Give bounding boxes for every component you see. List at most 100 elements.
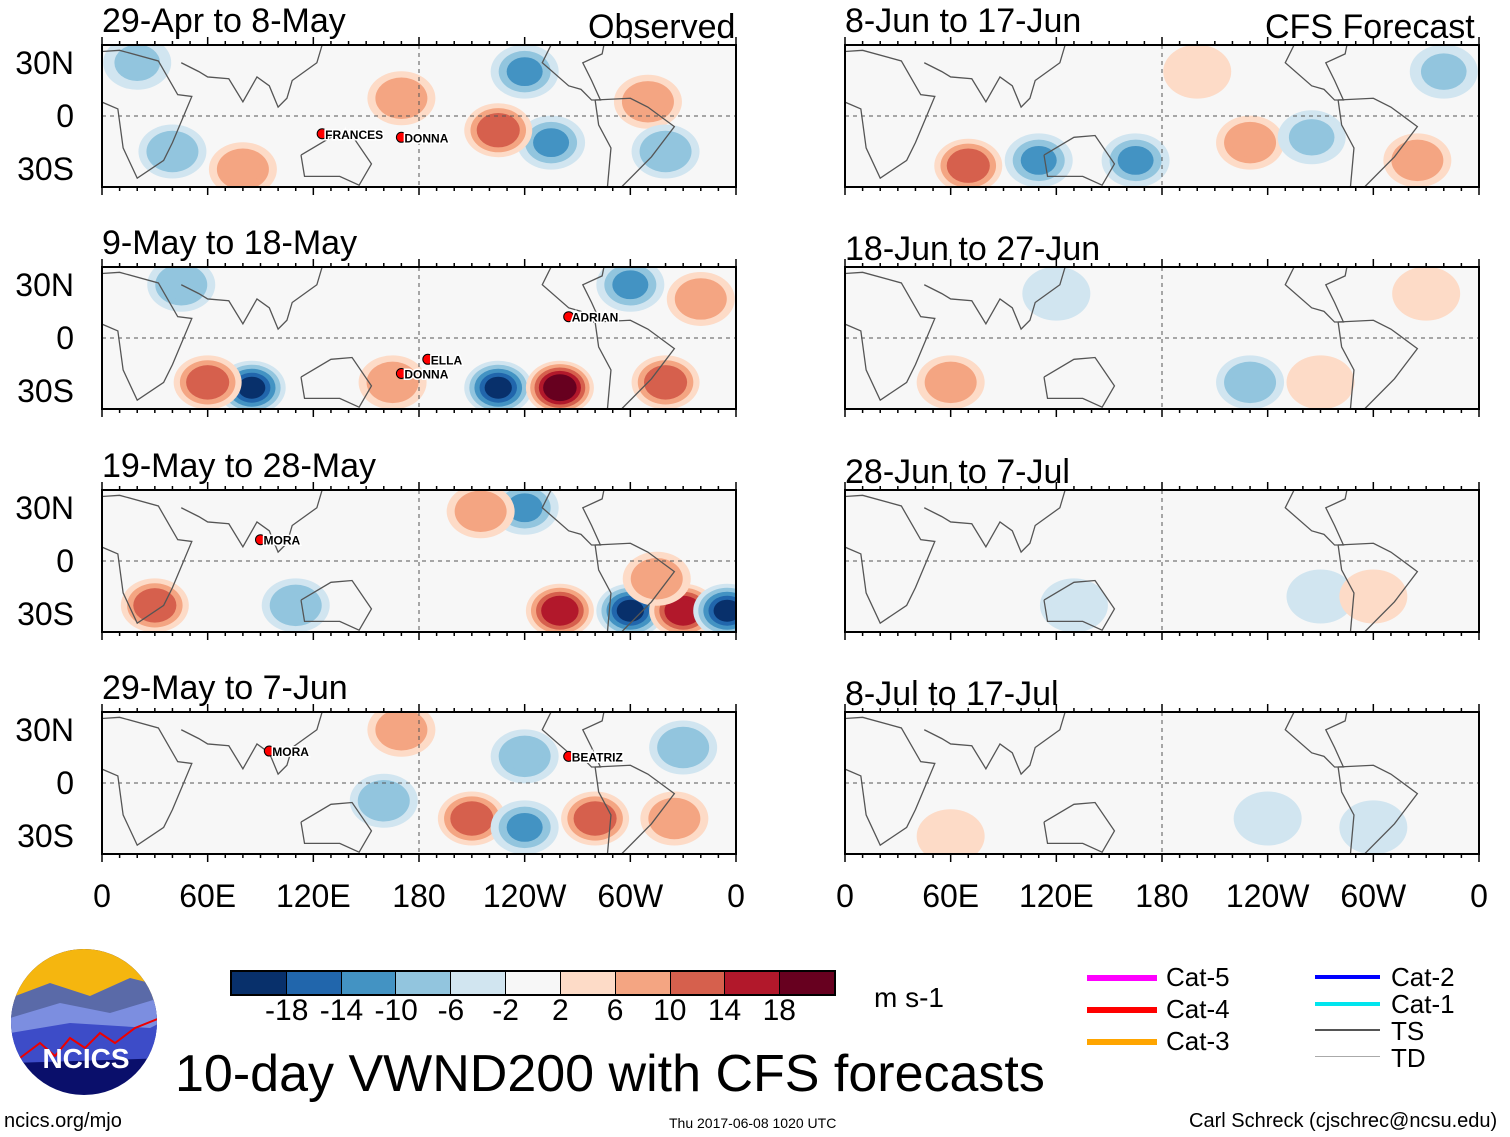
lat-tick-label: 0 [56, 543, 74, 579]
anomaly-contour [665, 733, 702, 762]
coastline [102, 49, 193, 180]
coastline [300, 579, 373, 632]
anomaly-contour [192, 370, 224, 395]
anomaly-contour [506, 812, 543, 842]
lat-tick-label: 0 [56, 98, 74, 134]
colorbar-swatch [724, 972, 780, 994]
colorbar-label: 18 [762, 994, 796, 1027]
lon-tick-label: 120W [1225, 878, 1310, 914]
map-panel: MORA [101, 482, 737, 640]
coastline [594, 97, 676, 187]
map-panel [844, 37, 1480, 195]
coastline [180, 490, 323, 554]
colorbar-swatch [340, 972, 396, 994]
colorbar-swatch [450, 972, 506, 994]
coastline [1337, 97, 1419, 187]
coastline [923, 267, 1066, 331]
anomaly-contour [506, 57, 543, 87]
panel-title: 28-Jun to 7-Jul [845, 453, 1070, 491]
anomaly-contour [932, 367, 969, 397]
anomaly-contour [484, 376, 512, 399]
anomaly-contour [1033, 275, 1080, 312]
coastline [845, 49, 936, 180]
storm-track-marker [263, 745, 275, 757]
anomaly-contour [114, 45, 161, 81]
coastline [1337, 542, 1419, 632]
timestamp: Thu 2017-06-08 1020 UTC [669, 1115, 837, 1131]
colorbar-swatch [232, 972, 286, 994]
coastline [1043, 579, 1116, 632]
coastline [1043, 134, 1116, 187]
anomaly-contour [506, 741, 543, 771]
colorbar-label: -2 [492, 994, 519, 1027]
lat-tick-label: 30N [15, 489, 74, 526]
colorbar-label: -14 [319, 994, 364, 1027]
panel-title: 18-Jun to 27-Jun [845, 230, 1101, 268]
anomaly-contour [656, 804, 693, 833]
anomaly-contour [579, 806, 611, 831]
anomaly-contour [1399, 145, 1436, 175]
lon-tick-label: 0 [1470, 878, 1488, 914]
lat-tick-label: 0 [56, 320, 74, 356]
anomaly-contour [547, 377, 573, 398]
coastline [1043, 356, 1116, 409]
coastline [845, 716, 936, 847]
coastline [923, 712, 1066, 776]
lon-tick-label: 60E [922, 878, 980, 914]
anomaly-contour [1288, 119, 1335, 156]
anomaly-contour [713, 599, 736, 622]
anomaly-contour [506, 493, 543, 523]
coastline [300, 801, 373, 854]
anomaly-contour [1244, 800, 1291, 837]
storm-track-marker [563, 750, 575, 762]
storm-name: BEATRIZ [572, 750, 623, 764]
storm-name: ELLA [431, 353, 463, 367]
coastline [1284, 267, 1348, 323]
coastline [300, 134, 373, 187]
coastline [845, 494, 936, 625]
colorbar-label: -10 [374, 994, 418, 1027]
lon-tick-label: 120W [482, 878, 567, 914]
anomaly-contour [1117, 145, 1154, 175]
coastline [541, 267, 605, 323]
lon-tick-label: 0 [93, 878, 111, 914]
lon-tick-label: 120E [1018, 878, 1094, 914]
coastline [300, 356, 373, 409]
lat-tick-label: 30S [17, 596, 74, 633]
lon-tick-label: 0 [836, 878, 854, 914]
storm-track-marker [422, 353, 434, 365]
lat-tick-label: 30N [15, 44, 74, 81]
svg-text:NCICS: NCICS [42, 1043, 129, 1074]
panel-title: 8-Jun to 17-Jun [845, 2, 1082, 40]
storm-name: DONNA [404, 368, 448, 382]
panel-title: 29-Apr to 8-May [102, 2, 346, 40]
track-legend-label: Cat-1 [1391, 989, 1455, 1019]
chart-title: 10-day VWND200 with CFS forecasts [175, 1045, 1045, 1103]
anomaly-contour [682, 284, 719, 314]
storm-track-marker [395, 368, 407, 379]
coastline [102, 716, 193, 847]
lat-tick-label: 30N [15, 266, 74, 303]
panel-title: 9-May to 18-May [102, 224, 358, 262]
storm-track-marker [563, 311, 575, 323]
coastline [1337, 319, 1419, 409]
colorbar-swatch [505, 972, 560, 994]
anomaly-contour [927, 818, 974, 854]
panel-title: 19-May to 28-May [102, 447, 376, 485]
anomaly-contour [462, 496, 499, 526]
lat-tick-label: 0 [56, 765, 74, 801]
anomaly-contour [638, 564, 675, 594]
track-legend-label: Cat-2 [1391, 962, 1455, 992]
storm-track-marker [255, 534, 266, 546]
colorbar-swatch [779, 972, 834, 994]
colorbar-label: -6 [437, 994, 465, 1027]
storm-name: DONNA [404, 131, 448, 145]
anomaly-contour [139, 593, 171, 618]
site-url[interactable]: ncics.org/mjo [4, 1110, 122, 1132]
anomaly-contour [669, 599, 697, 622]
coastline [180, 45, 323, 109]
anomaly-contour [1350, 578, 1397, 615]
coastline [1337, 764, 1419, 854]
observed-label: Observed [588, 8, 736, 46]
